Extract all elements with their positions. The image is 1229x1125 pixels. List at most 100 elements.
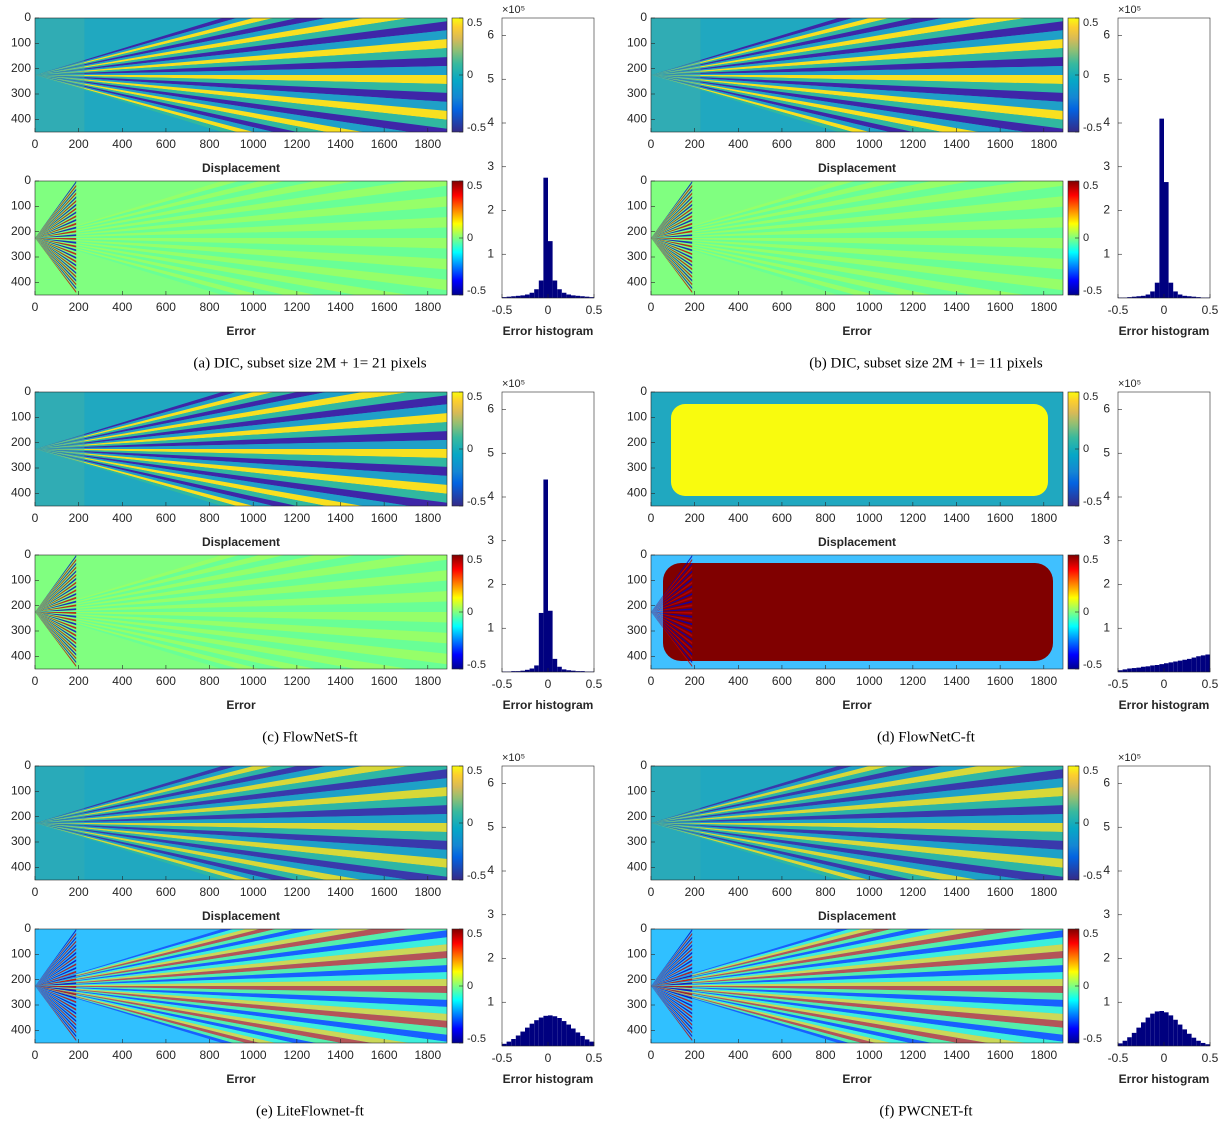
x-tick-label: 800 <box>200 885 220 899</box>
heatmap <box>651 392 1063 506</box>
heatmap-stripe <box>651 959 693 986</box>
y-tick-label: 6 <box>487 776 494 790</box>
y-tick-label: 100 <box>11 36 31 50</box>
heatmap-stripe <box>35 612 77 664</box>
heatmap-stripe <box>35 227 447 238</box>
heatmap-stripe <box>35 200 77 238</box>
heatmap-stripe <box>35 449 447 467</box>
heatmap-stripe <box>35 206 447 238</box>
axis-multiplier: ×10⁵ <box>502 4 525 16</box>
heatmap-stripe <box>35 823 447 880</box>
heatmap-stripe <box>35 986 77 988</box>
y-tick-label: 100 <box>11 199 31 213</box>
heatmap-stripe <box>651 18 914 75</box>
x-tick-label: 600 <box>156 1048 176 1062</box>
heatmap-stripe <box>35 986 276 1043</box>
colorbar-label: -0.5 <box>1083 659 1102 671</box>
heatmap-stripe <box>651 823 979 880</box>
bar <box>1154 665 1160 672</box>
axes-box <box>650 765 1064 881</box>
x-tick-label: 1000 <box>856 1048 883 1062</box>
heatmap-stripe <box>651 986 1063 1014</box>
y-tick-label: 100 <box>627 573 647 587</box>
heatmap-stripe <box>651 986 892 1043</box>
heatmap-stripe <box>651 75 979 132</box>
x-tick-label: 0 <box>32 1048 39 1062</box>
heatmap-stripe <box>35 75 447 84</box>
heatmap-stripe <box>651 238 693 267</box>
heatmap-stripe <box>651 948 693 986</box>
x-tick-label: 800 <box>200 1048 220 1062</box>
heatmap-stripe <box>35 593 77 612</box>
heatmap-stripe <box>35 986 77 1000</box>
colorbar-label: -0.5 <box>1083 496 1102 508</box>
heatmap-stripe <box>35 958 447 986</box>
heatmap-stripe <box>35 581 77 612</box>
heatmap-stripe <box>35 986 77 1011</box>
x-tick-label: 200 <box>685 885 705 899</box>
heatmap-stripe <box>35 75 298 132</box>
heatmap-stripe <box>651 986 1063 1043</box>
colorbar-label: 0.5 <box>467 180 482 192</box>
heatmap-stripe <box>35 986 77 1026</box>
heatmap-stripe <box>35 185 447 238</box>
heatmap-stripe <box>35 601 447 612</box>
heatmap-stripe <box>35 769 447 823</box>
heatmap-stripe <box>651 986 989 1043</box>
y-tick-label: 300 <box>627 997 647 1011</box>
bar <box>584 1039 590 1046</box>
bar <box>584 296 590 298</box>
y-tick-label: 100 <box>627 410 647 424</box>
heatmap-stripe <box>35 823 447 868</box>
heatmap-stripe <box>651 75 943 132</box>
colorbar-label: -0.5 <box>467 122 486 134</box>
heatmap-stripe <box>651 967 693 986</box>
heatmap-stripe <box>651 211 693 238</box>
heatmap-stripe <box>35 184 77 238</box>
x-tick-label: 0.5 <box>1202 303 1219 317</box>
heatmap-stripe <box>651 230 693 238</box>
heatmap-stripe <box>651 227 1063 238</box>
x-tick-label: 400 <box>728 300 748 314</box>
heatmap-stripe <box>35 570 77 612</box>
x-tick-label: 200 <box>685 300 705 314</box>
heatmap-stripe <box>35 823 410 880</box>
y-tick-label: 1 <box>487 246 494 260</box>
heatmap-stripe <box>35 57 447 75</box>
x-tick-label: 600 <box>156 674 176 688</box>
y-tick-label: 200 <box>627 224 647 238</box>
heatmap-stripe <box>35 238 357 295</box>
heatmap-stripe <box>35 929 77 986</box>
x-tick-label: 1000 <box>240 674 267 688</box>
bar <box>1118 670 1123 672</box>
bar <box>1154 282 1160 298</box>
x-tick-label: 1400 <box>327 885 354 899</box>
heatmap-stripe <box>35 215 77 238</box>
bar <box>575 1032 581 1046</box>
heatmap-stripe <box>651 238 693 263</box>
heatmap-stripe <box>35 395 447 449</box>
heatmap-stripe <box>651 958 1063 986</box>
heatmap-stripe <box>35 238 410 295</box>
x-tick-label: 0.5 <box>586 1051 603 1065</box>
heatmap-stripe <box>651 238 693 282</box>
x-tick-label: 800 <box>200 137 220 151</box>
heatmap-stripe <box>651 217 1063 238</box>
axis-multiplier: ×10⁵ <box>1118 752 1141 764</box>
x-tick-label: 1800 <box>414 1048 441 1062</box>
x-tick-label: 600 <box>772 674 792 688</box>
heatmap-stripe <box>35 986 410 1043</box>
heatmap-stripe <box>35 778 447 823</box>
y-tick-label: 3 <box>1103 533 1110 547</box>
x-tick-label: 1200 <box>900 300 927 314</box>
heatmap-stripe <box>651 75 853 132</box>
x-tick-label: 1800 <box>414 137 441 151</box>
x-tick-label: 1200 <box>284 1048 311 1062</box>
x-tick-label: 200 <box>69 511 89 525</box>
heatmap-stripe <box>35 234 77 238</box>
heatmap-stripe <box>651 238 693 244</box>
x-tick-label: 1000 <box>856 511 883 525</box>
bar <box>1168 1015 1174 1046</box>
heatmap-stripe <box>35 608 77 612</box>
heatmap-stripe <box>35 207 77 238</box>
